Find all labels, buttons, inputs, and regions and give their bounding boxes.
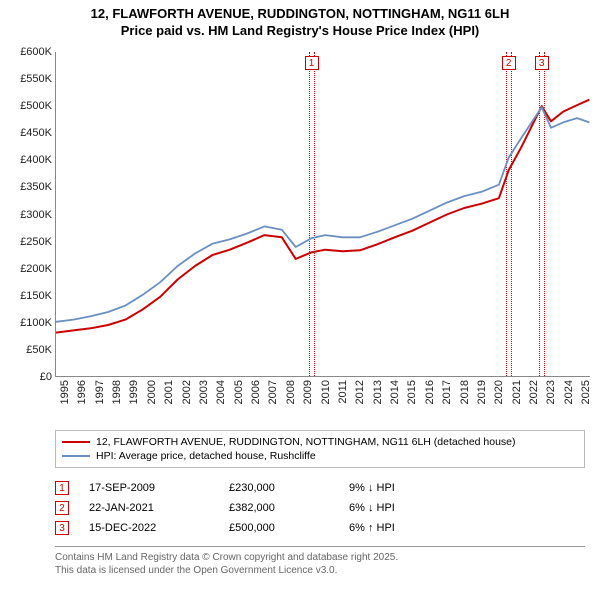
x-axis-label: 2021	[511, 380, 523, 404]
y-axis-label: £200K	[0, 263, 52, 275]
x-axis-label: 2008	[285, 380, 297, 404]
x-axis-label: 2014	[389, 380, 401, 404]
y-axis-label: £300K	[0, 209, 52, 221]
x-axis-label: 2025	[580, 380, 592, 404]
line-plot	[56, 52, 591, 377]
x-axis-label: 2004	[215, 380, 227, 404]
y-axis-label: £150K	[0, 290, 52, 302]
x-axis-label: 2019	[476, 380, 488, 404]
x-axis-label: 2015	[406, 380, 418, 404]
footer-line-2: This data is licensed under the Open Gov…	[55, 564, 585, 577]
y-axis-label: £50K	[0, 344, 52, 356]
y-axis-label: £450K	[0, 127, 52, 139]
x-axis-label: 2011	[337, 380, 349, 404]
events-table: 1 17-SEP-2009 £230,000 9% ↓ HPI 2 22-JAN-2021…	[55, 478, 585, 538]
x-axis-label: 2003	[198, 380, 210, 404]
x-axis-label: 2018	[459, 380, 471, 404]
y-axis-label: £550K	[0, 73, 52, 85]
x-axis-label: 2000	[146, 380, 158, 404]
legend-row: 12, FLAWFORTH AVENUE, RUDDINGTON, NOTTIN…	[62, 435, 578, 449]
x-axis-label: 2009	[302, 380, 314, 404]
x-axis-label: 2001	[163, 380, 175, 404]
y-axis-label: £350K	[0, 181, 52, 193]
x-axis-label: 2024	[563, 380, 575, 404]
footer-line-1: Contains HM Land Registry data © Crown c…	[55, 551, 585, 564]
event-delta: 6% ↑ HPI	[349, 522, 395, 534]
title-line-1: 12, FLAWFORTH AVENUE, RUDDINGTON, NOTTIN…	[0, 6, 600, 23]
x-axis-label: 2020	[493, 380, 505, 404]
event-row-marker: 1	[55, 481, 69, 495]
legend-swatch	[62, 455, 90, 457]
x-axis-label: 2007	[267, 380, 279, 404]
title-block: 12, FLAWFORTH AVENUE, RUDDINGTON, NOTTIN…	[0, 0, 600, 40]
x-axis-label: 2022	[528, 380, 540, 404]
y-axis-label: £250K	[0, 236, 52, 248]
x-axis-label: 2023	[545, 380, 557, 404]
event-delta: 6% ↓ HPI	[349, 502, 395, 514]
y-axis-label: £600K	[0, 46, 52, 58]
y-axis-label: £0	[0, 371, 52, 383]
series-property	[56, 100, 589, 333]
event-row: 3 15-DEC-2022 £500,000 6% ↑ HPI	[55, 518, 585, 538]
event-price: £382,000	[229, 502, 329, 514]
legend-row: HPI: Average price, detached house, Rush…	[62, 449, 578, 463]
legend-label: 12, FLAWFORTH AVENUE, RUDDINGTON, NOTTIN…	[96, 436, 516, 448]
x-axis-label: 1995	[59, 380, 71, 404]
x-axis-label: 2013	[372, 380, 384, 404]
event-row: 1 17-SEP-2009 £230,000 9% ↓ HPI	[55, 478, 585, 498]
x-axis-label: 2005	[233, 380, 245, 404]
event-price: £500,000	[229, 522, 329, 534]
y-axis-label: £100K	[0, 317, 52, 329]
x-axis-label: 2017	[441, 380, 453, 404]
event-row-marker: 3	[55, 521, 69, 535]
x-axis-label: 1999	[128, 380, 140, 404]
event-delta: 9% ↓ HPI	[349, 482, 395, 494]
chart-container: 12, FLAWFORTH AVENUE, RUDDINGTON, NOTTIN…	[0, 0, 600, 590]
legend-swatch	[62, 441, 90, 443]
x-axis-label: 2016	[424, 380, 436, 404]
x-axis-label: 1997	[94, 380, 106, 404]
event-date: 22-JAN-2021	[89, 502, 209, 514]
event-date: 17-SEP-2009	[89, 482, 209, 494]
plot-area: 123	[55, 52, 590, 377]
y-axis-label: £500K	[0, 100, 52, 112]
event-row-marker: 2	[55, 501, 69, 515]
event-date: 15-DEC-2022	[89, 522, 209, 534]
x-axis-label: 2006	[250, 380, 262, 404]
x-axis-label: 2010	[320, 380, 332, 404]
event-row: 2 22-JAN-2021 £382,000 6% ↓ HPI	[55, 498, 585, 518]
x-axis-label: 2012	[354, 380, 366, 404]
series-hpi	[56, 107, 589, 321]
title-line-2: Price paid vs. HM Land Registry's House …	[0, 23, 600, 40]
attribution-footer: Contains HM Land Registry data © Crown c…	[55, 546, 585, 577]
y-axis-label: £400K	[0, 154, 52, 166]
x-axis-label: 1998	[111, 380, 123, 404]
legend: 12, FLAWFORTH AVENUE, RUDDINGTON, NOTTIN…	[55, 430, 585, 468]
legend-label: HPI: Average price, detached house, Rush…	[96, 450, 316, 462]
x-axis-label: 1996	[76, 380, 88, 404]
event-price: £230,000	[229, 482, 329, 494]
x-axis-label: 2002	[181, 380, 193, 404]
